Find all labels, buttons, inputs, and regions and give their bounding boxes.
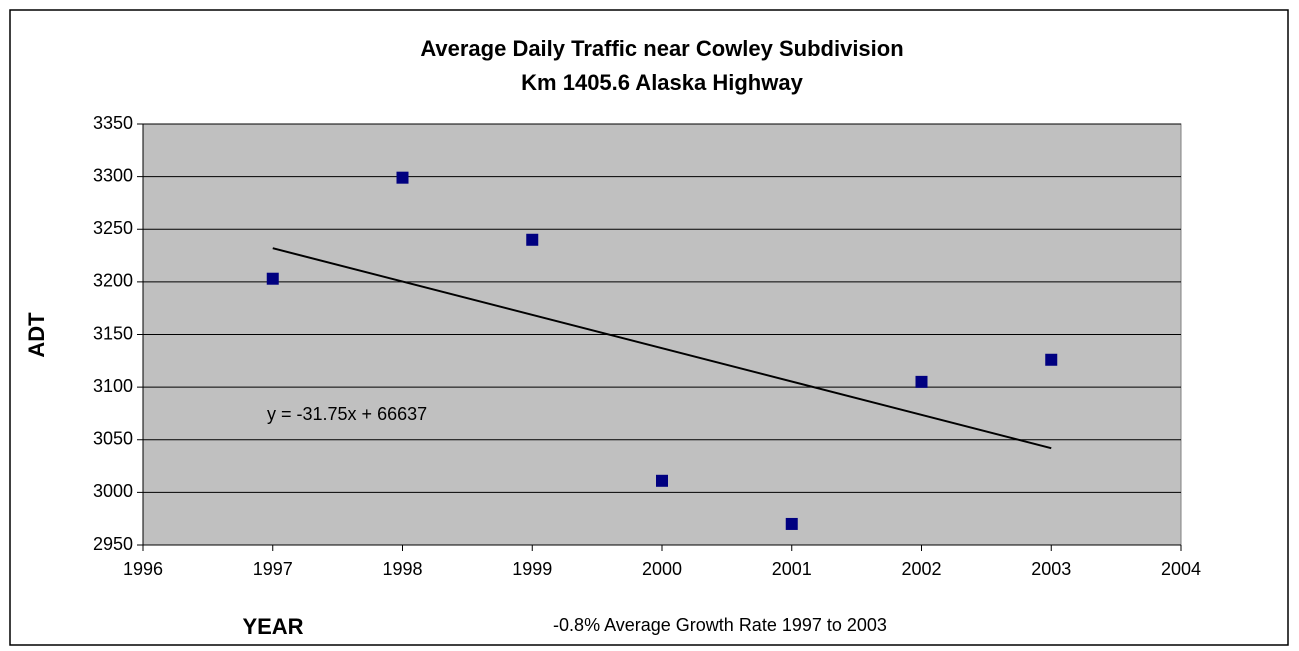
trendline-equation: y = -31.75x + 66637 <box>267 404 427 424</box>
x-tick-label: 2002 <box>901 559 941 579</box>
x-tick-label: 1999 <box>512 559 552 579</box>
marker <box>526 233 539 246</box>
y-tick-label: 3300 <box>93 165 133 185</box>
marker <box>1045 353 1058 366</box>
x-tick-label: 1996 <box>123 559 163 579</box>
marker <box>915 375 928 388</box>
marker <box>396 171 409 184</box>
chart-title: Average Daily Traffic near Cowley Subdiv… <box>420 36 903 61</box>
y-tick-label: 3100 <box>93 376 133 396</box>
marker <box>656 474 668 487</box>
x-tick-label: 2000 <box>642 559 682 579</box>
y-tick-label: 2950 <box>93 534 133 554</box>
x-axis-label: YEAR <box>242 614 303 639</box>
x-tick-label: 2001 <box>772 559 812 579</box>
x-tick-label: 1997 <box>253 559 293 579</box>
y-tick-label: 3150 <box>93 323 133 343</box>
annotation: -0.8% Average Growth Rate 1997 to 2003 <box>553 615 887 635</box>
y-axis-label: ADT <box>24 312 49 358</box>
y-tick-label: 3200 <box>93 271 133 291</box>
x-tick-label: 2004 <box>1161 559 1201 579</box>
y-tick-label: 3250 <box>93 218 133 238</box>
x-tick-label: 2003 <box>1031 559 1071 579</box>
x-tick-label: 1998 <box>382 559 422 579</box>
chart-subtitle: Km 1405.6 Alaska Highway <box>521 70 803 95</box>
y-tick-label: 3000 <box>93 481 133 501</box>
marker <box>785 517 798 530</box>
y-tick-label: 3350 <box>93 113 133 133</box>
y-tick-label: 3050 <box>93 429 133 449</box>
trendline <box>272 247 1052 450</box>
marker <box>266 272 279 285</box>
